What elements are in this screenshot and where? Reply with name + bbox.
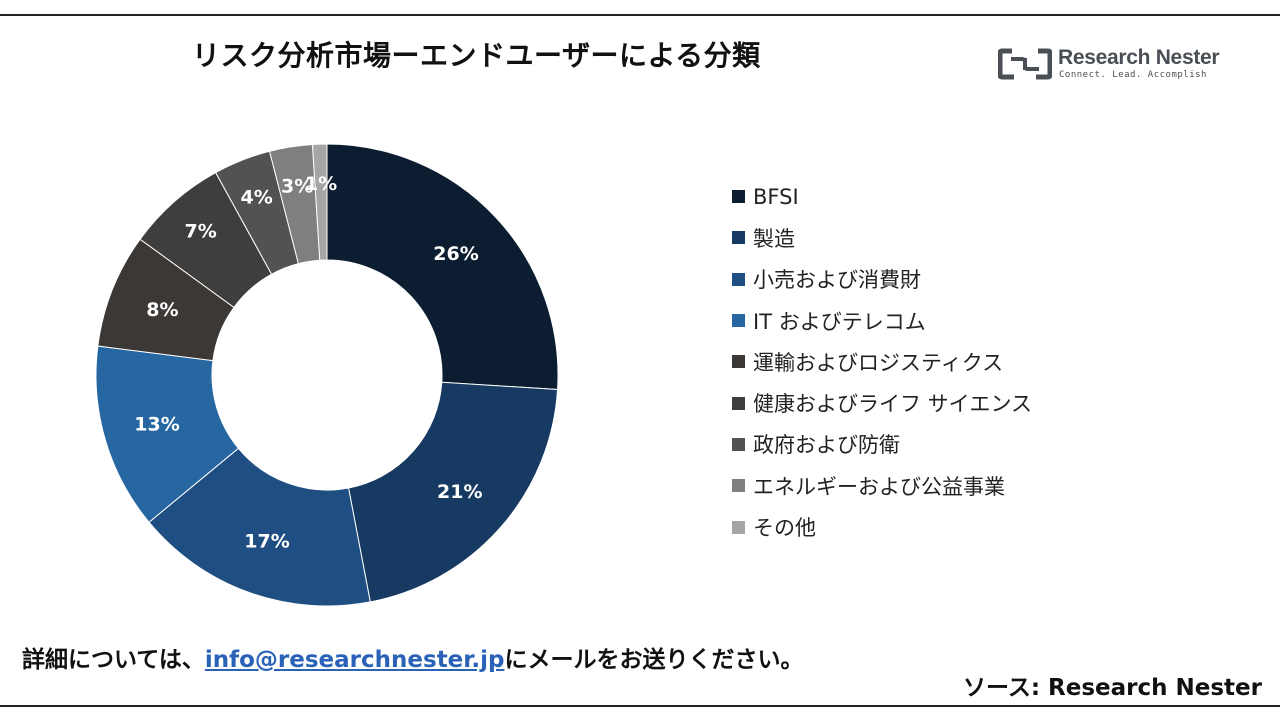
logo-name: Research Nester bbox=[1058, 46, 1220, 69]
legend-swatch-4 bbox=[732, 314, 745, 328]
legend-label-6: 健康およびライフ サイエンス bbox=[753, 392, 1033, 417]
legend-swatch-2 bbox=[732, 231, 745, 245]
donut-slice-label-5: 8% bbox=[146, 299, 178, 321]
donut-slice-label-3: 17% bbox=[244, 531, 289, 553]
legend-item-5: 運輸およびロジスティクス bbox=[732, 341, 1032, 382]
legend-swatch-8 bbox=[732, 479, 745, 493]
contact-note: 詳細については、info@researchnester.jpにメールをお送りくだ… bbox=[22, 640, 803, 674]
contact-prefix: 詳細については、 bbox=[22, 647, 205, 673]
donut-slice-label-9: 1% bbox=[305, 173, 337, 195]
legend-swatch-7 bbox=[732, 437, 745, 451]
legend-swatch-6 bbox=[732, 396, 745, 410]
donut-chart: 26% 21% 17% 13% 8% 7% 4% 3%1% bbox=[95, 143, 559, 607]
legend-item-4: IT およびテレコム bbox=[732, 300, 1032, 341]
donut-slice-2 bbox=[347, 381, 559, 603]
legend-item-9: その他 bbox=[732, 506, 1032, 547]
legend-swatch-5 bbox=[732, 355, 745, 369]
top-rule bbox=[0, 14, 1280, 16]
research-nester-logo: Research Nester Connect. Lead. Accomplis… bbox=[998, 46, 1228, 86]
page-title: リスク分析市場ーエンドユーザーによる分類 bbox=[192, 39, 761, 72]
legend-label-8: エネルギーおよび公益事業 bbox=[753, 474, 1005, 499]
legend-label-1: BFSI bbox=[753, 184, 799, 209]
legend-label-9: その他 bbox=[753, 516, 816, 541]
logo-mark-icon bbox=[998, 48, 1052, 80]
source-credit: ソース: Research Nester bbox=[962, 675, 1262, 701]
legend-label-7: 政府および防衛 bbox=[753, 433, 900, 458]
legend-swatch-1 bbox=[732, 190, 745, 204]
contact-email-link[interactable]: info@researchnester.jp bbox=[204, 647, 505, 673]
legend-item-1: BFSI bbox=[732, 176, 1032, 217]
legend-item-8: エネルギーおよび公益事業 bbox=[732, 465, 1032, 506]
bottom-rule bbox=[0, 705, 1280, 707]
donut-slice-label-1: 26% bbox=[433, 243, 478, 265]
donut-slice-9 bbox=[311, 143, 328, 261]
legend-label-2: 製造 bbox=[753, 226, 795, 251]
donut-slice-3 bbox=[148, 447, 371, 607]
legend-label-3: 小売および消費財 bbox=[753, 268, 921, 293]
legend-item-6: 健康およびライフ サイエンス bbox=[732, 382, 1032, 423]
legend-swatch-3 bbox=[732, 272, 745, 286]
legend-item-3: 小売および消費財 bbox=[732, 259, 1032, 300]
legend-item-7: 政府および防衛 bbox=[732, 424, 1032, 465]
contact-suffix: にメールをお送りください。 bbox=[504, 647, 804, 673]
donut-slice-label-8: 3% bbox=[281, 175, 313, 197]
donut-slice-label-7: 4% bbox=[241, 186, 273, 208]
legend-swatch-9 bbox=[732, 520, 745, 534]
chart-legend: BFSI 製造小売および消費財 IT およびテレコム運輸およびロジスティクス健康およ… bbox=[732, 176, 1032, 548]
legend-label-4: IT およびテレコム bbox=[753, 309, 926, 334]
legend-label-5: 運輸およびロジスティクス bbox=[753, 350, 1004, 375]
donut-slice-label-6: 7% bbox=[185, 221, 217, 243]
legend-item-2: 製造 bbox=[732, 217, 1032, 258]
donut-slice-1 bbox=[326, 143, 559, 391]
donut-slice-label-4: 13% bbox=[134, 413, 179, 435]
donut-slice-label-2: 21% bbox=[437, 481, 482, 503]
logo-tagline: Connect. Lead. Accomplish bbox=[1059, 70, 1207, 80]
